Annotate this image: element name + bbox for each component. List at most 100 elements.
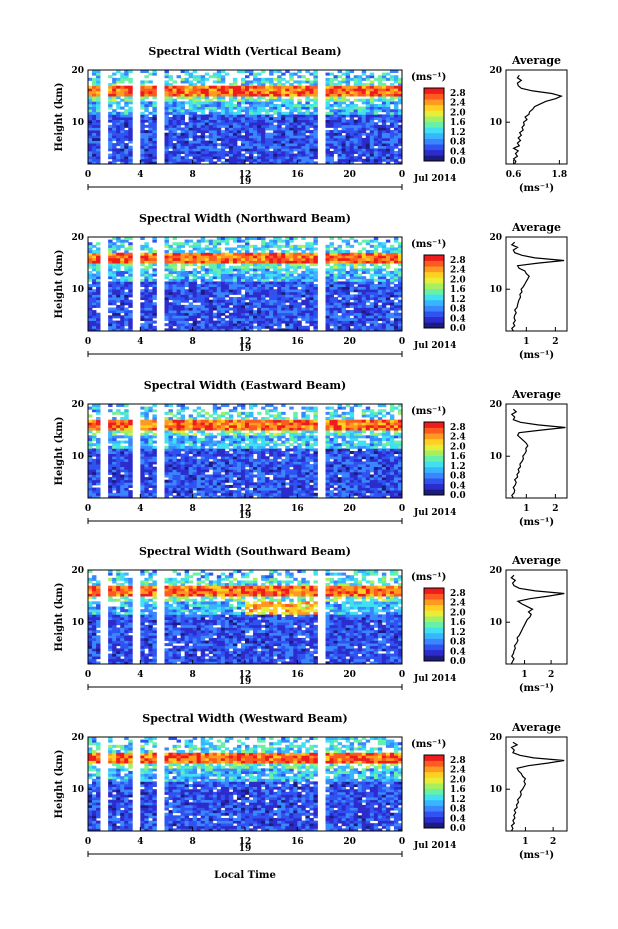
heatmap-cell xyxy=(152,140,157,144)
heatmap-cell xyxy=(128,284,133,288)
heatmap-cell xyxy=(172,289,177,293)
heatmap-cell xyxy=(381,103,387,107)
heatmap-cell xyxy=(333,260,338,264)
heatmap-cell xyxy=(168,247,173,251)
heatmap-cell xyxy=(373,310,379,314)
heatmap-cell xyxy=(261,130,266,134)
heatmap-cell xyxy=(124,278,129,282)
heatmap-cell xyxy=(120,430,125,434)
heatmap-cell xyxy=(397,291,403,295)
heatmap-cell xyxy=(377,75,383,79)
heatmap-cell xyxy=(277,312,282,316)
heatmap-cell xyxy=(164,263,169,267)
heatmap-cell xyxy=(232,96,238,100)
heatmap-cell xyxy=(245,137,250,141)
heatmap-cell xyxy=(365,161,371,165)
heatmap-cell xyxy=(220,312,226,316)
heatmap-cell xyxy=(112,315,117,319)
heatmap-cell xyxy=(208,268,214,272)
heatmap-cell xyxy=(172,284,177,288)
heatmap-cell xyxy=(381,304,387,308)
heatmap-cell xyxy=(152,273,157,277)
heatmap-cell xyxy=(249,137,254,141)
heatmap-cell xyxy=(224,106,230,110)
heatmap-cell xyxy=(220,302,226,306)
heatmap-cell xyxy=(245,156,250,160)
heatmap-cell xyxy=(325,145,330,149)
heatmap-cell xyxy=(152,158,157,162)
heatmap-cell xyxy=(88,148,93,152)
heatmap-cell xyxy=(96,98,101,102)
heatmap-cell xyxy=(176,85,181,89)
heatmap-cell xyxy=(281,72,286,76)
heatmap-cell xyxy=(172,453,177,457)
heatmap-cell xyxy=(216,88,222,92)
heatmap-cell xyxy=(337,244,343,248)
heatmap-cell xyxy=(313,328,318,332)
heatmap-cell xyxy=(281,252,286,256)
heatmap-cell xyxy=(385,106,391,110)
heatmap-cell xyxy=(96,404,101,408)
heatmap-cell xyxy=(297,109,302,113)
heatmap-cell xyxy=(112,310,117,314)
heatmap-cell xyxy=(164,317,169,321)
heatmap-cell xyxy=(309,250,314,254)
heatmap-cell xyxy=(341,148,347,152)
heatmap-cell xyxy=(393,304,399,308)
heatmap-cell xyxy=(212,114,218,118)
heatmap-cell xyxy=(269,286,274,290)
heatmap-cell xyxy=(341,291,347,295)
heatmap-cell xyxy=(357,257,363,261)
heatmap-cell xyxy=(285,270,290,274)
heatmap-cell xyxy=(200,252,206,256)
heatmap-cell xyxy=(357,122,363,126)
heatmap-cell xyxy=(261,315,266,319)
heatmap-cell xyxy=(397,307,403,311)
heatmap-cell xyxy=(176,273,181,277)
heatmap-cell xyxy=(92,122,97,126)
heatmap-cell xyxy=(144,242,149,246)
heatmap-cell xyxy=(108,453,113,457)
heatmap-cell xyxy=(301,156,306,160)
heatmap-cell xyxy=(92,495,97,499)
heatmap-cell xyxy=(393,111,399,115)
heatmap-cell xyxy=(232,127,238,131)
heatmap-cell xyxy=(88,124,93,128)
heatmap-cell xyxy=(112,148,117,152)
heatmap-cell xyxy=(180,297,186,301)
heatmap-cell xyxy=(253,284,258,288)
heatmap-cell xyxy=(212,312,218,316)
heatmap-cell xyxy=(96,422,101,426)
heatmap-cell xyxy=(293,119,298,123)
heatmap-cell xyxy=(124,156,129,160)
heatmap-cell xyxy=(144,132,149,136)
heatmap-cell xyxy=(120,111,125,115)
heatmap-cell xyxy=(116,490,121,494)
heatmap-cell xyxy=(144,284,149,288)
heatmap-cell xyxy=(220,286,226,290)
heatmap-cell xyxy=(333,103,338,107)
heatmap-cell xyxy=(184,156,190,160)
heatmap-cell xyxy=(297,93,302,97)
heatmap-cell xyxy=(212,119,218,123)
heatmap-cell xyxy=(273,284,278,288)
heatmap-cell xyxy=(112,445,117,449)
heatmap-cell xyxy=(124,122,129,126)
heatmap-cell xyxy=(96,424,101,428)
heatmap-cell xyxy=(329,294,334,298)
heatmap-cell xyxy=(212,130,218,134)
heatmap-cell xyxy=(140,484,145,488)
heatmap-cell xyxy=(329,273,334,277)
heatmap-cell xyxy=(349,263,355,267)
heatmap-cell xyxy=(357,268,363,272)
heatmap-cell xyxy=(176,443,181,447)
heatmap-cell xyxy=(220,85,226,89)
heatmap-cell xyxy=(245,85,250,89)
heatmap-cell xyxy=(92,294,97,298)
heatmap-cell xyxy=(305,255,310,259)
heatmap-cell xyxy=(168,307,173,311)
heatmap-cell xyxy=(212,111,218,115)
heatmap-cell xyxy=(236,278,242,282)
heatmap-cell xyxy=(232,140,238,144)
heatmap-cell xyxy=(232,158,238,162)
